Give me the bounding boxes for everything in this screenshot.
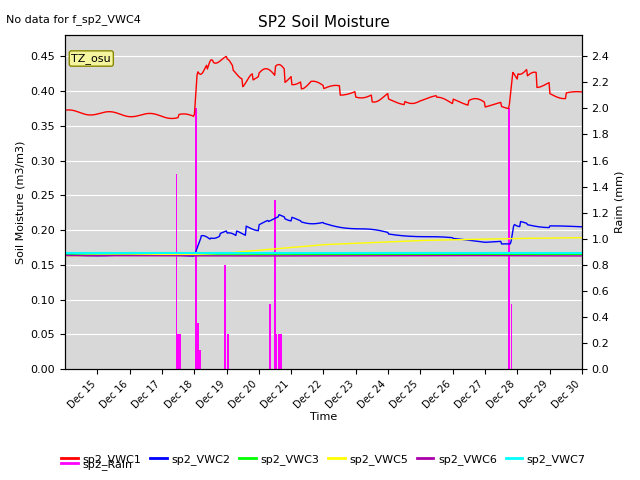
Y-axis label: Soil Moisture (m3/m3): Soil Moisture (m3/m3) — [15, 141, 25, 264]
Text: TZ_osu: TZ_osu — [72, 53, 111, 64]
Bar — [175, 174, 177, 369]
Bar — [177, 334, 179, 369]
Bar — [280, 334, 282, 369]
Bar — [179, 334, 180, 369]
Text: No data for f_sp2_VWC4: No data for f_sp2_VWC4 — [6, 14, 141, 25]
Bar — [274, 200, 276, 369]
Bar — [269, 304, 271, 369]
Bar — [224, 265, 226, 369]
Legend: sp2_Rain: sp2_Rain — [57, 455, 137, 474]
X-axis label: Time: Time — [310, 412, 337, 422]
Bar — [508, 108, 510, 369]
Bar — [276, 334, 278, 369]
Bar — [511, 304, 512, 369]
Bar — [278, 334, 280, 369]
Bar — [227, 334, 229, 369]
Bar — [197, 324, 199, 369]
Y-axis label: Raim (mm): Raim (mm) — [615, 171, 625, 233]
Title: SP2 Soil Moisture: SP2 Soil Moisture — [257, 15, 389, 30]
Bar — [199, 349, 201, 369]
Bar — [195, 108, 196, 369]
Legend: sp2_VWC1, sp2_VWC2, sp2_VWC3, sp2_VWC5, sp2_VWC6, sp2_VWC7: sp2_VWC1, sp2_VWC2, sp2_VWC3, sp2_VWC5, … — [57, 450, 590, 469]
